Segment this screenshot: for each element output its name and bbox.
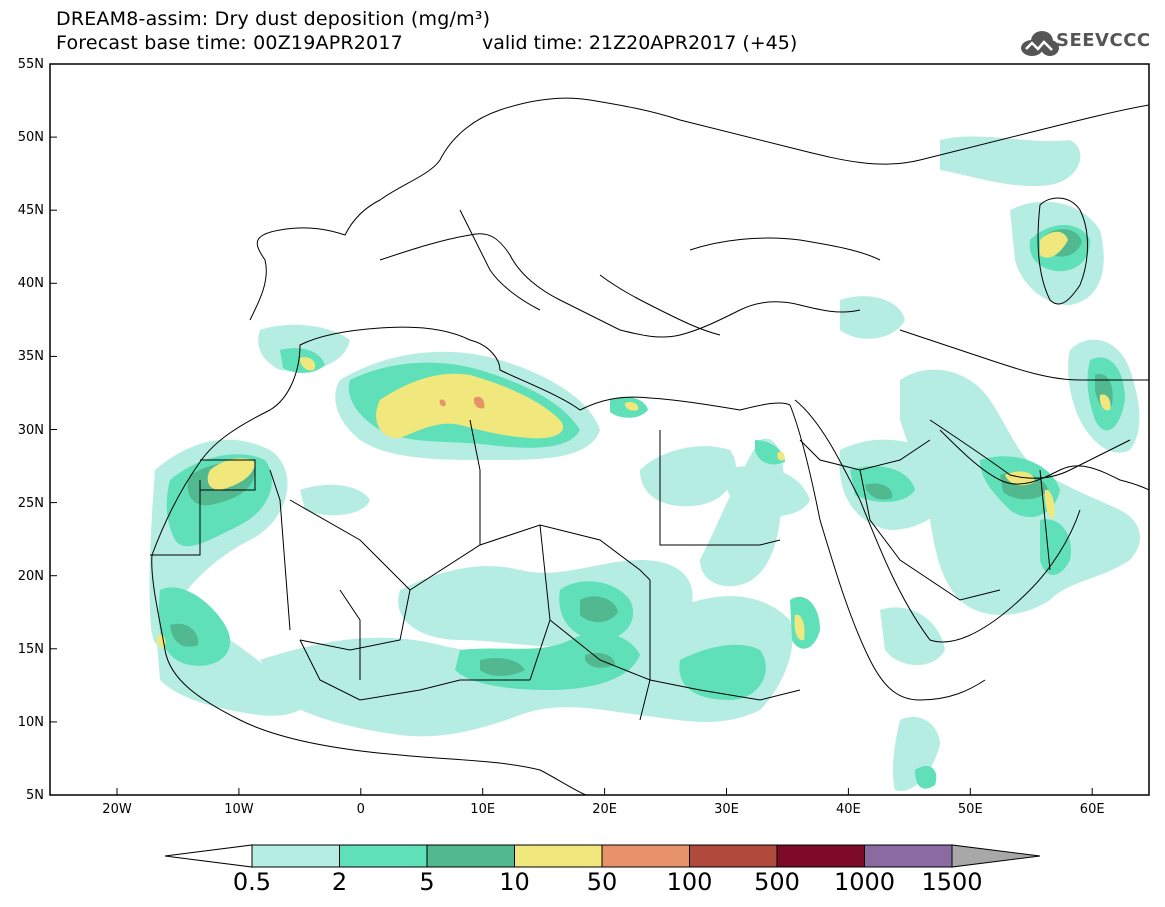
colorbar-label: 1000: [833, 868, 896, 896]
longitude-label: 40E: [836, 802, 861, 817]
latitude-label: 20N: [17, 568, 44, 584]
longitude-label: 20W: [102, 802, 132, 817]
longitude-label: 10W: [224, 802, 254, 817]
colorbar-label: 100: [666, 868, 713, 896]
deposition-shading: [149, 136, 1141, 791]
colorbar-cell: [426, 844, 515, 868]
colorbar-label: 0.5: [232, 868, 272, 896]
colorbar-cell: [601, 844, 690, 868]
colorbar-label: 500: [754, 868, 800, 896]
valid-time: valid time: 21Z20APR2017 (+45): [482, 32, 798, 54]
colorbar-label: 2: [331, 868, 348, 896]
colorbar-label: 5: [419, 868, 435, 896]
colorbar-label: 10: [499, 868, 530, 896]
colorbar-cell: [339, 844, 428, 868]
latitude-label: 45N: [17, 203, 44, 219]
latitude-label: 25N: [17, 495, 44, 511]
colorbar-cell: [251, 844, 340, 868]
longitude-label: 50E: [957, 802, 983, 817]
forecast-base-time: Forecast base time: 00Z19APR2017: [56, 32, 403, 54]
longitude-label: 30E: [714, 802, 739, 817]
latitude-label: 5N: [26, 788, 44, 803]
colorbar-label: 50: [586, 868, 618, 896]
latitude-label: 40N: [17, 276, 44, 292]
longitude-label: 10E: [470, 802, 496, 817]
colorbar-cell: [514, 844, 603, 868]
longitude-label: 20E: [592, 802, 617, 817]
logo-text: SEEVCCC: [1056, 30, 1151, 51]
map-title: DREAM8-assim: Dry dust deposition (mg/m³…: [56, 8, 491, 30]
latitude-label: 15N: [17, 641, 44, 657]
colorbar-label: 1500: [921, 868, 983, 896]
coastlines: [150, 97, 1149, 795]
latitude-label: 50N: [17, 130, 44, 146]
longitude-label: 0: [356, 802, 365, 817]
cloud-icon: [1021, 31, 1059, 56]
latitude-label: 10N: [17, 714, 44, 730]
latitude-label: 30N: [17, 422, 44, 438]
longitude-label: 60E: [1079, 802, 1105, 817]
colorbar-high-arrow: [951, 844, 1041, 868]
colorbar-cell: [776, 844, 865, 868]
latitude-label: 35N: [17, 349, 44, 365]
colorbar-cell: [689, 844, 778, 868]
latitude-label: 55N: [17, 57, 44, 72]
colorbar-cell: [864, 844, 953, 868]
colorbar-low-arrow: [164, 844, 253, 868]
